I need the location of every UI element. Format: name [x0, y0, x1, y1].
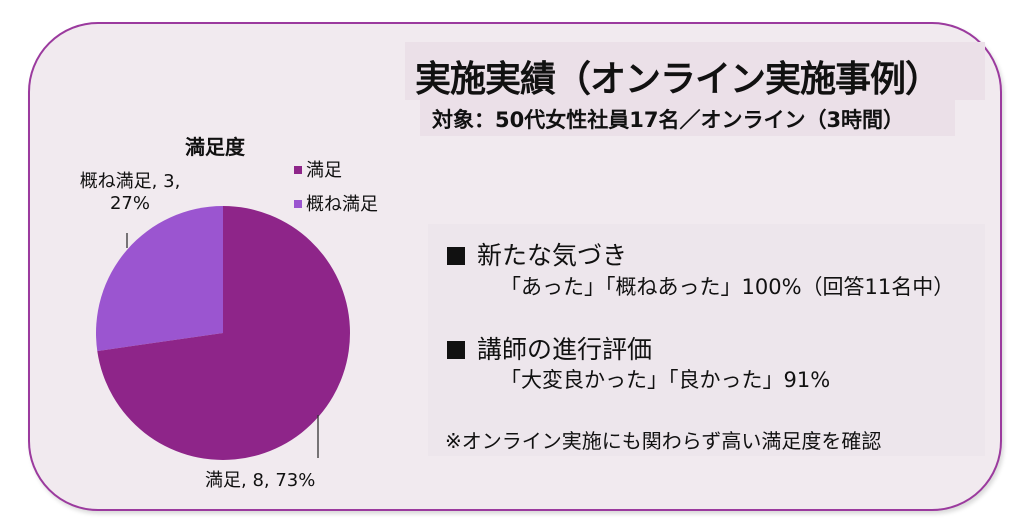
chart-title: 満足度: [185, 135, 245, 159]
result-detail: 「あった」「概ねあった」100%（回答11名中）: [500, 275, 955, 299]
data-label-line1: 概ね満足, 3,: [79, 171, 181, 192]
result-heading: 新たな気づき: [447, 236, 627, 272]
legend-swatch: [294, 200, 302, 208]
legend-label: 概ね満足: [306, 194, 378, 215]
data-label-satisfied: 満足, 8, 73%: [205, 470, 316, 491]
result-detail: 「大変良かった」「良かった」91%: [500, 368, 831, 392]
result-heading-text: 講師の進行評価: [477, 335, 653, 364]
bullet-square-icon: [447, 341, 465, 359]
result-heading: 講師の進行評価: [447, 330, 652, 366]
result-heading-text: 新たな気づき: [477, 241, 628, 270]
legend-item-satisfied: 満足: [294, 156, 342, 182]
page-subtitle: 対象：50代女性社員17名／オンライン（3時間）: [432, 108, 905, 132]
legend-swatch: [294, 166, 302, 174]
subtitle-background: [420, 100, 955, 136]
pie-slice-mostly-satisfied: [95, 206, 223, 352]
note-text: ※オンライン実施にも関わらず高い満足度を確認: [445, 429, 882, 453]
data-label-mostly-satisfied: 概ね満足, 3, 27%: [55, 167, 205, 214]
pie-slice-satisfied: [97, 206, 351, 460]
title-background: [405, 42, 985, 100]
page-title: 実施実績（オンライン実施事例）: [415, 59, 941, 100]
legend-label: 満足: [306, 160, 342, 181]
data-label-line2: 27%: [109, 193, 150, 214]
results-panel: [428, 224, 985, 456]
bullet-square-icon: [447, 247, 465, 265]
legend-item-mostly-satisfied: 概ね満足: [294, 190, 378, 216]
